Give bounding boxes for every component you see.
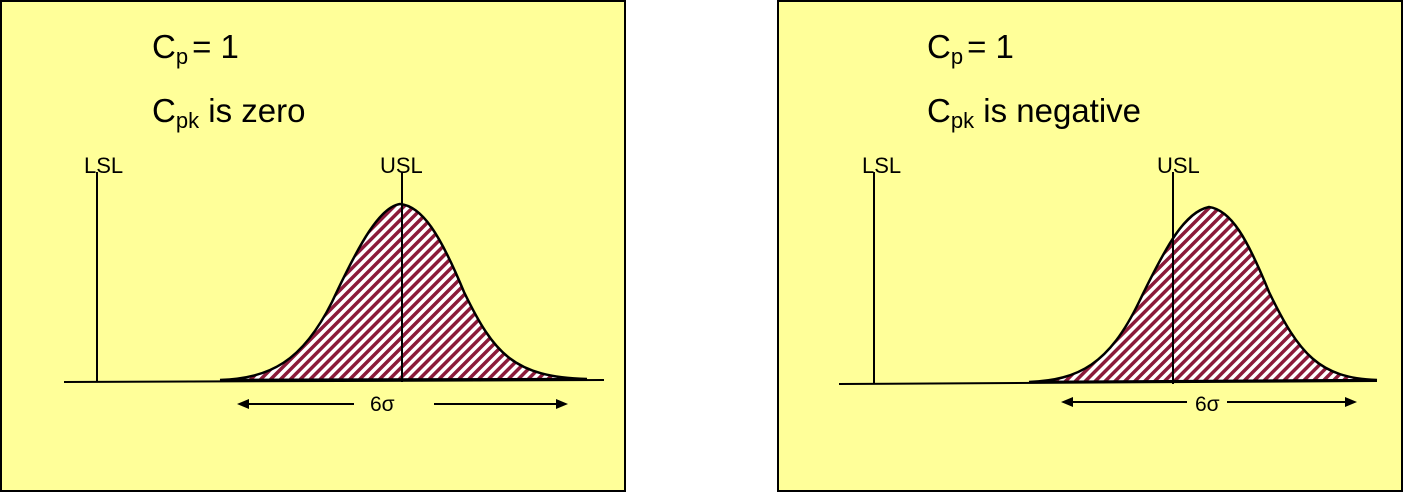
cpk-caption: Cpk is negative: [927, 92, 1142, 133]
panel-cpk-zero: Cp = 1 Cpk is zero LSL USL 6σ: [0, 0, 626, 492]
lsl-label: LSL: [862, 153, 902, 178]
cp-caption: Cp = 1: [927, 28, 1014, 69]
arrowhead-right: [556, 399, 568, 409]
cpk-caption: Cpk is zero: [152, 92, 306, 133]
distribution-diagram: [838, 172, 1378, 407]
usl-label: USL: [1157, 153, 1200, 178]
distribution-diagram: [63, 172, 605, 409]
arrowhead-left: [237, 399, 249, 409]
arrowhead-left: [1061, 397, 1073, 407]
usl-label: USL: [380, 153, 423, 178]
cp-caption: Cp = 1: [152, 28, 239, 69]
panel-cpk-negative: Cp = 1 Cpk is negative LSL USL 6σ: [777, 0, 1403, 492]
arrowhead-right: [1345, 397, 1357, 407]
lsl-label: LSL: [84, 153, 124, 178]
normal-curve: [1028, 205, 1378, 384]
normal-curve: [219, 202, 588, 382]
spread-label: 6σ: [1195, 393, 1220, 416]
spread-label: 6σ: [370, 393, 395, 416]
